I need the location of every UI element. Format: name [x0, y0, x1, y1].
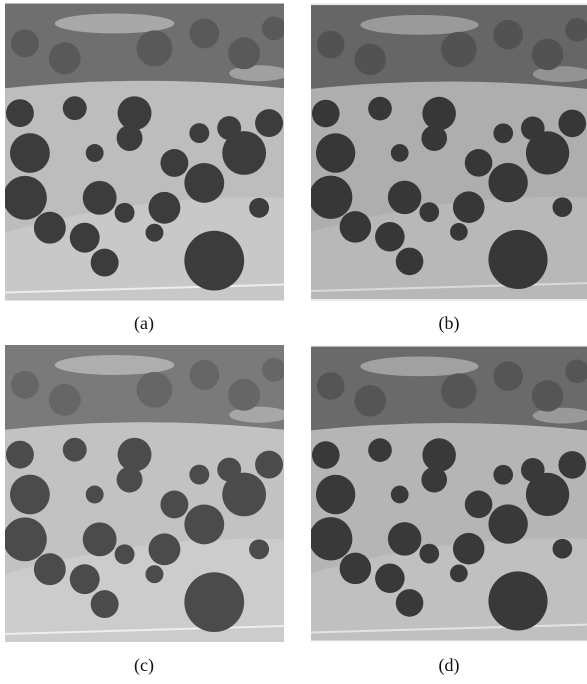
caption: (b) [409, 313, 489, 334]
figure: (a) (b) (c) (d) [0, 0, 587, 684]
caption: (c) [104, 655, 184, 676]
caption: (a) [104, 313, 184, 334]
image-grid [0, 0, 587, 684]
caption: (d) [409, 655, 489, 676]
